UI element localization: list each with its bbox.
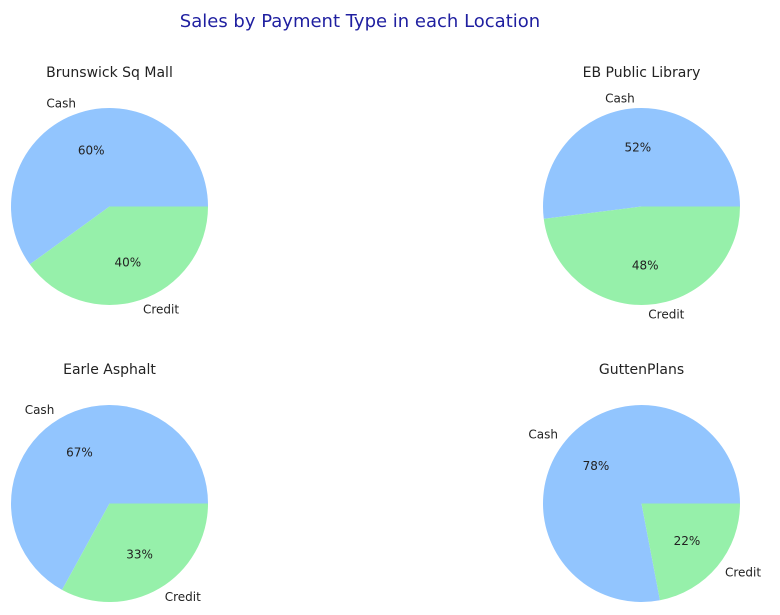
pie-slice-credit (62, 503, 209, 603)
slice-label-credit: Credit (143, 303, 179, 317)
slice-percent-label: 67% (66, 446, 93, 460)
pie-slice-cash (542, 107, 740, 219)
pie-panel-earle-asphalt: Earle Asphalt Cash 67% Credit 33% (10, 362, 209, 604)
pie-slice-cash (542, 405, 740, 603)
slice-percent-label: 52% (624, 141, 651, 155)
pie-title: Brunswick Sq Mall (46, 65, 173, 81)
slice-percent-label: 33% (126, 547, 153, 561)
slice-percent-label: 78% (583, 459, 610, 473)
slice-percent-label: 22% (674, 534, 701, 548)
pie-title: GuttenPlans (599, 362, 684, 378)
pie-slice-credit (29, 206, 209, 306)
slice-label-cash: Cash (25, 403, 55, 417)
pie-panel-guttenplans: GuttenPlans Cash 78% Credit 22% (528, 362, 761, 603)
slice-percent-label: 60% (78, 143, 105, 157)
slice-label-credit: Credit (165, 590, 201, 604)
pie-slice-credit (543, 206, 740, 305)
slice-label-cash: Cash (528, 427, 558, 441)
pie-title: EB Public Library (583, 65, 701, 81)
pie-title: Earle Asphalt (63, 362, 156, 378)
slice-percent-label: 48% (632, 259, 659, 273)
pie-panel-eb-public-library: EB Public Library Cash 52% Credit 48% (542, 65, 740, 322)
pie-slice-credit (641, 503, 740, 601)
pie-slice-cash (10, 108, 208, 265)
slice-label-cash: Cash (46, 97, 76, 111)
figure-title: Sales by Payment Type in each Location (180, 11, 540, 32)
slice-label-credit: Credit (725, 566, 761, 580)
pie-panels: Brunswick Sq Mall Cash 60% Credit 40% EB Publ… (10, 65, 761, 604)
slice-label-credit: Credit (648, 308, 684, 322)
slice-label-cash: Cash (605, 91, 635, 105)
pie-panel-brunswick-sq-mall: Brunswick Sq Mall Cash 60% Credit 40% (10, 65, 209, 317)
slice-percent-label: 40% (114, 256, 141, 270)
pie-slice-cash (10, 405, 208, 590)
